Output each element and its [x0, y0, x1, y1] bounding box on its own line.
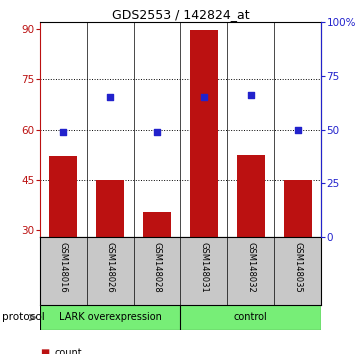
Text: GSM148026: GSM148026	[106, 242, 115, 293]
Point	[107, 95, 113, 100]
Text: GSM148035: GSM148035	[293, 242, 302, 293]
Bar	[143, 212, 171, 237]
Bar	[237, 155, 265, 237]
Bar	[190, 30, 218, 237]
Text: control: control	[234, 313, 268, 322]
Bar	[283, 180, 312, 237]
Text: count: count	[55, 348, 82, 354]
Point	[154, 129, 160, 135]
Text: GSM148016: GSM148016	[59, 242, 68, 293]
Point	[295, 127, 300, 132]
Point	[201, 95, 207, 100]
Text: protocol: protocol	[2, 313, 44, 322]
Bar	[40, 305, 180, 330]
Bar	[96, 180, 124, 237]
Text: LARK overexpression: LARK overexpression	[59, 313, 162, 322]
Title: GDS2553 / 142824_at: GDS2553 / 142824_at	[112, 8, 249, 21]
Bar	[49, 156, 78, 237]
Text: GSM148031: GSM148031	[199, 242, 208, 293]
Point	[248, 92, 254, 98]
Text: ■: ■	[40, 348, 49, 354]
Text: GSM148028: GSM148028	[153, 242, 162, 293]
Point	[61, 129, 66, 135]
Text: GSM148032: GSM148032	[246, 242, 255, 293]
Bar	[180, 305, 321, 330]
